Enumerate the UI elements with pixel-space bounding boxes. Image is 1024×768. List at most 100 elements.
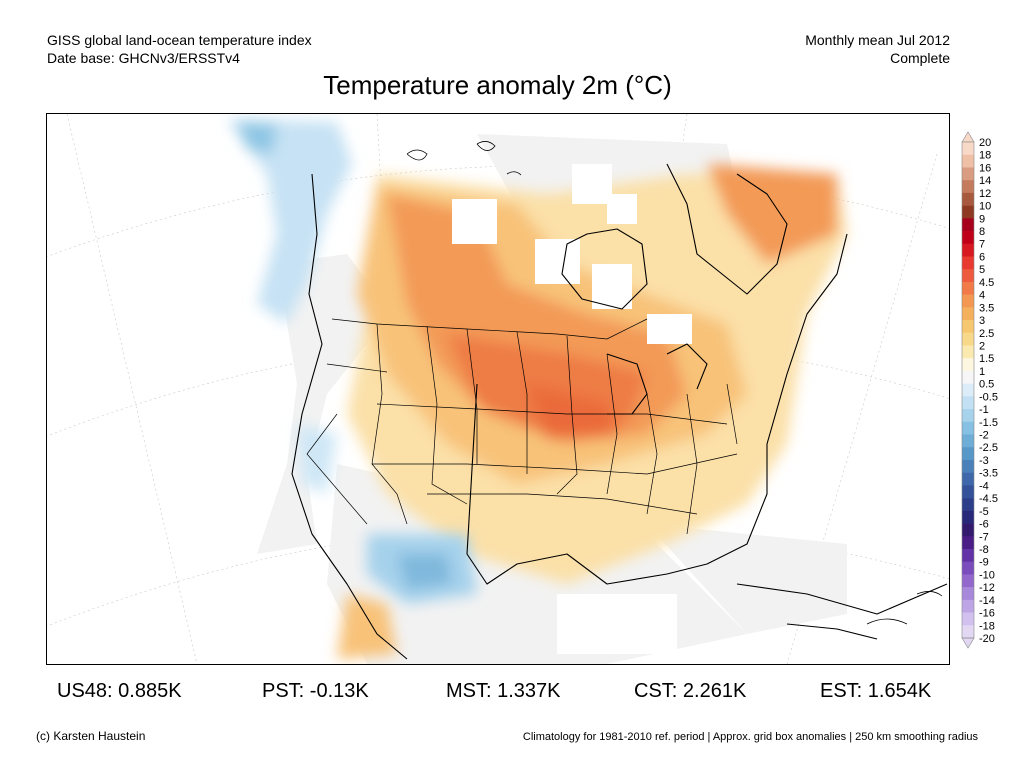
color-scale-tick-label: 10 — [979, 201, 991, 213]
color-scale-tick-label: 0.5 — [979, 379, 994, 391]
regional-stats: US48: 0.885K PST: -0.13K MST: 1.337K CST… — [0, 680, 1024, 704]
color-scale-tick-label: 5 — [979, 264, 985, 276]
color-scale-tick-label: 20 — [979, 137, 991, 149]
stat-est: EST: 1.654K — [820, 680, 932, 702]
map-canvas — [47, 114, 949, 664]
color-scale-swatch — [962, 396, 974, 410]
color-scale-swatch — [962, 625, 974, 639]
cool-anomaly — [227, 119, 477, 604]
color-scale-swatch — [962, 612, 974, 626]
stat-pst: PST: -0.13K — [262, 680, 369, 702]
database-name: Date base: GHCNv3/ERSSTv4 — [47, 50, 240, 66]
color-scale-tick-label: -1.5 — [979, 417, 998, 429]
color-scale-tick-label: 2 — [979, 340, 985, 352]
color-scale-swatch — [962, 447, 974, 461]
color-scale-swatch — [962, 370, 974, 384]
color-scale-swatch — [962, 409, 974, 423]
color-scale-frame — [961, 141, 975, 639]
color-scale-swatch — [962, 599, 974, 613]
color-scale-tick-label: 2.5 — [979, 328, 994, 340]
color-scale-tick-label: 6 — [979, 251, 985, 263]
color-scale-tick-label: -20 — [979, 633, 995, 645]
color-scale: 201816141210987654.543.532.521.510.5-0.5… — [961, 131, 998, 649]
color-scale-swatch — [962, 231, 974, 245]
color-scale-tick-label: 12 — [979, 188, 991, 200]
color-scale-swatch — [962, 485, 974, 499]
color-scale-tick-label: -3 — [979, 455, 989, 467]
stat-cst: CST: 2.261K — [634, 680, 747, 702]
color-scale-tick-label: -18 — [979, 620, 995, 632]
color-scale-lower-arrow — [961, 637, 975, 649]
color-scale-swatch — [962, 307, 974, 321]
color-scale-tick-label: 16 — [979, 162, 991, 174]
color-scale-swatch — [962, 218, 974, 232]
color-scale-swatch — [962, 281, 974, 295]
color-scale-upper-arrow — [961, 131, 975, 143]
color-scale-tick-label: 4 — [979, 290, 985, 302]
color-scale-swatch — [962, 510, 974, 524]
color-scale-tick-label: -16 — [979, 608, 995, 620]
color-scale-swatch — [962, 472, 974, 486]
color-scale-tick-label: 1 — [979, 366, 985, 378]
color-scale-tick-label: -4 — [979, 480, 989, 492]
dataset-name: GISS global land-ocean temperature index — [47, 32, 312, 48]
stat-mst: MST: 1.337K — [446, 680, 561, 702]
color-scale-swatch — [962, 167, 974, 181]
borders — [306, 318, 738, 535]
color-scale-tick-label: -12 — [979, 582, 995, 594]
color-scale-swatch — [962, 294, 974, 308]
color-scale-swatch — [962, 383, 974, 397]
method-note: Climatology for 1981-2010 ref. period | … — [522, 731, 978, 743]
color-scale-tick-label: -5 — [979, 506, 989, 518]
color-scale-swatch — [962, 561, 974, 575]
color-scale-swatch — [962, 320, 974, 334]
anomaly-map — [46, 113, 950, 665]
color-scale-swatch — [962, 180, 974, 194]
color-scale-swatch — [962, 358, 974, 372]
color-scale-tick-label: -14 — [979, 595, 995, 607]
color-scale-tick-label: -1 — [979, 404, 989, 416]
color-scale-swatch — [962, 345, 974, 359]
color-scale-tick-label: 18 — [979, 150, 991, 162]
period-info: Monthly mean Jul 2012 Complete — [805, 31, 950, 67]
color-scale-tick-label: 7 — [979, 239, 985, 251]
color-scale-tick-label: -2.5 — [979, 442, 998, 454]
color-scale-tick-label: 14 — [979, 175, 991, 187]
dataset-info: GISS global land-ocean temperature index… — [47, 31, 312, 67]
color-scale-swatch — [962, 574, 974, 588]
color-scale-swatch — [962, 459, 974, 473]
credit: (c) Karsten Haustein — [36, 729, 146, 743]
stat-us48: US48: 0.885K — [57, 680, 182, 702]
color-scale-swatch — [962, 142, 974, 156]
color-scale-tick-label: 1.5 — [979, 353, 994, 365]
period-label: Monthly mean Jul 2012 — [805, 32, 950, 48]
color-scale-swatch — [962, 523, 974, 537]
color-scale-tick-label: -4.5 — [979, 493, 998, 505]
completeness-label: Complete — [890, 50, 950, 66]
color-scale-swatch — [962, 269, 974, 283]
color-scale-swatch — [962, 243, 974, 257]
color-scale-tick-label: -10 — [979, 569, 995, 581]
color-scale-swatch — [962, 587, 974, 601]
color-scale-swatch — [962, 434, 974, 448]
color-scale-tick-label: 8 — [979, 226, 985, 238]
color-scale-swatch — [962, 154, 974, 168]
color-scale-tick-label: -3.5 — [979, 468, 998, 480]
color-scale-swatch — [962, 548, 974, 562]
color-scale-tick-label: 9 — [979, 213, 985, 225]
color-scale-tick-label: -0.5 — [979, 391, 998, 403]
color-scale-tick-label: -6 — [979, 519, 989, 531]
color-scale-swatch — [962, 192, 974, 206]
color-scale-swatch — [962, 536, 974, 550]
color-scale-tick-label: 3 — [979, 315, 985, 327]
color-scale-swatch — [962, 498, 974, 512]
map-title: Temperature anomaly 2m (°C) — [323, 70, 672, 100]
color-scale-swatch — [962, 256, 974, 270]
color-scale-tick-label: -2 — [979, 430, 989, 442]
no-data-areas — [452, 164, 692, 654]
color-scale-tick-label: 4.5 — [979, 277, 994, 289]
color-scale-tick-label: -9 — [979, 557, 989, 569]
color-scale-swatch — [962, 421, 974, 435]
islands — [406, 141, 943, 625]
color-scale-tick-label: -8 — [979, 544, 989, 556]
